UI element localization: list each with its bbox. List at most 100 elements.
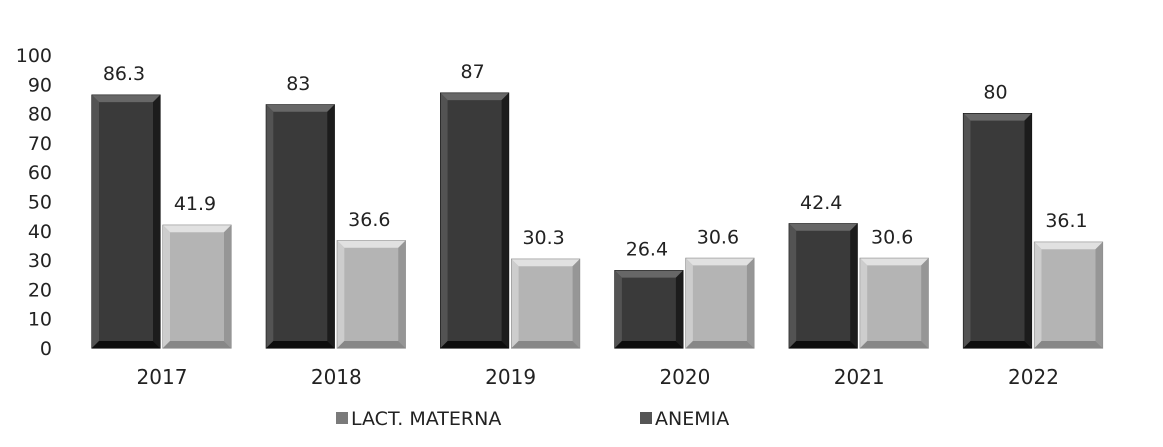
bar-bevel-right — [224, 225, 231, 348]
bar-face — [962, 112, 1033, 349]
data-label: 41.9 — [174, 193, 216, 215]
bar-anemia-2019 — [511, 258, 581, 349]
bar-lact-materna-2020 — [614, 270, 684, 349]
bar-bevel-top — [685, 258, 754, 266]
bar-bevel-bottom — [511, 341, 580, 348]
bar-lact-materna-2019 — [440, 92, 510, 349]
legend-swatch-anemia — [640, 412, 652, 424]
legend: LACT. MATERNA ANEMIA — [336, 408, 729, 430]
data-label: 30.6 — [697, 226, 739, 248]
bar-bevel-left — [266, 104, 274, 348]
bar-bevel-right — [398, 240, 406, 348]
bar-lact-materna-2022 — [962, 112, 1033, 349]
bar-bevel-top — [614, 270, 683, 278]
bar-face — [1033, 241, 1104, 349]
bar-bevel-bottom — [337, 341, 406, 348]
bar-bevel-bottom — [266, 341, 335, 348]
bar-bevel-right — [675, 270, 683, 348]
y-tick-label: 100 — [16, 45, 52, 67]
x-axis: 2017 2018 2019 2020 2021 2022 — [137, 365, 1059, 389]
bar-bevel-left — [963, 113, 971, 348]
bar-face — [336, 240, 406, 349]
bar-bevel-top — [337, 240, 406, 248]
bar-bevel-right — [501, 93, 509, 348]
bar-bevel-right — [572, 259, 580, 348]
data-label: 86.3 — [103, 63, 145, 85]
y-tick-label: 50 — [28, 192, 52, 214]
bar-face — [162, 224, 232, 349]
bar-bevel-bottom — [614, 341, 683, 348]
x-tick-label: 2019 — [485, 365, 536, 389]
data-label: 80 — [983, 82, 1007, 104]
bar-bevel-bottom — [860, 341, 929, 348]
data-label: 26.4 — [626, 239, 668, 261]
bar-bevel-bottom — [963, 341, 1032, 348]
data-label: 36.6 — [348, 209, 390, 231]
bar-bevel-right — [153, 95, 160, 349]
x-tick-label: 2021 — [834, 365, 885, 389]
bar-bevel-bottom — [163, 341, 231, 348]
x-tick-label: 2017 — [137, 365, 188, 389]
data-label: 42.4 — [800, 192, 842, 214]
legend-label-lact-materna: LACT. MATERNA — [351, 408, 501, 430]
bar-bevel-bottom — [789, 341, 858, 348]
bar-bevel-left — [163, 225, 170, 348]
bar-bevel-left — [92, 95, 99, 349]
bar-bevel-right — [327, 104, 335, 348]
bar-bevel-top — [92, 95, 160, 103]
y-tick-label: 70 — [28, 133, 52, 155]
bar-bevel-top — [963, 113, 1032, 121]
bar-bevel-top — [789, 223, 858, 231]
bar-lact-materna-2021 — [788, 223, 858, 349]
bar-anemia-2017 — [162, 224, 232, 349]
bar-bevel-top — [163, 225, 231, 233]
bar-bevel-left — [789, 223, 797, 348]
bar-bevel-bottom — [1034, 341, 1103, 348]
bar-bevel-top — [440, 93, 509, 101]
bar-face — [91, 94, 161, 349]
y-tick-label: 60 — [28, 162, 52, 184]
bar-bevel-right — [1095, 242, 1103, 348]
bar-lact-materna-2017 — [91, 94, 161, 349]
bar-bevel-bottom — [685, 341, 754, 348]
data-label: 83 — [286, 73, 310, 95]
bar-face — [614, 270, 684, 349]
x-tick-label: 2022 — [1008, 365, 1059, 389]
y-tick-label: 0 — [40, 338, 52, 360]
bar-bevel-left — [614, 270, 622, 348]
bar-bevel-top — [860, 258, 929, 266]
bar-bevel-top — [511, 259, 580, 267]
y-tick-label: 90 — [28, 74, 52, 96]
bar-bevel-left — [860, 258, 868, 348]
bar-bevel-left — [511, 259, 519, 348]
x-tick-label: 2020 — [659, 365, 710, 389]
bar-bevel-right — [921, 258, 929, 348]
bar-anemia-2018 — [336, 240, 406, 349]
bar-bevel-right — [850, 223, 858, 348]
bar-series-group — [91, 92, 1104, 349]
bar-bevel-right — [746, 258, 754, 348]
bar-bevel-left — [1034, 242, 1042, 348]
bar-face — [859, 257, 929, 349]
bar-bevel-top — [1034, 242, 1103, 250]
bar-face — [685, 257, 755, 349]
data-label: 36.1 — [1045, 210, 1087, 232]
y-tick-label: 40 — [28, 221, 52, 243]
bar-bevel-top — [266, 104, 335, 112]
bar-face — [511, 258, 581, 349]
data-label: 87 — [461, 61, 485, 83]
bar-face — [440, 92, 510, 349]
data-label-group: 86.3 41.9 83 36.6 87 30.3 26.4 30.6 42.4 30.6 80 36… — [103, 61, 1088, 261]
data-label: 30.3 — [522, 227, 564, 249]
legend-label-anemia: ANEMIA — [655, 408, 729, 430]
bar-anemia-2022 — [1033, 241, 1104, 349]
y-tick-label: 80 — [28, 104, 52, 126]
data-label: 30.6 — [871, 226, 913, 248]
bar-lact-materna-2018 — [265, 104, 335, 349]
bar-face — [788, 223, 858, 349]
bar-bevel-right — [1024, 113, 1032, 348]
y-tick-label: 30 — [28, 250, 52, 272]
x-tick-label: 2018 — [311, 365, 362, 389]
